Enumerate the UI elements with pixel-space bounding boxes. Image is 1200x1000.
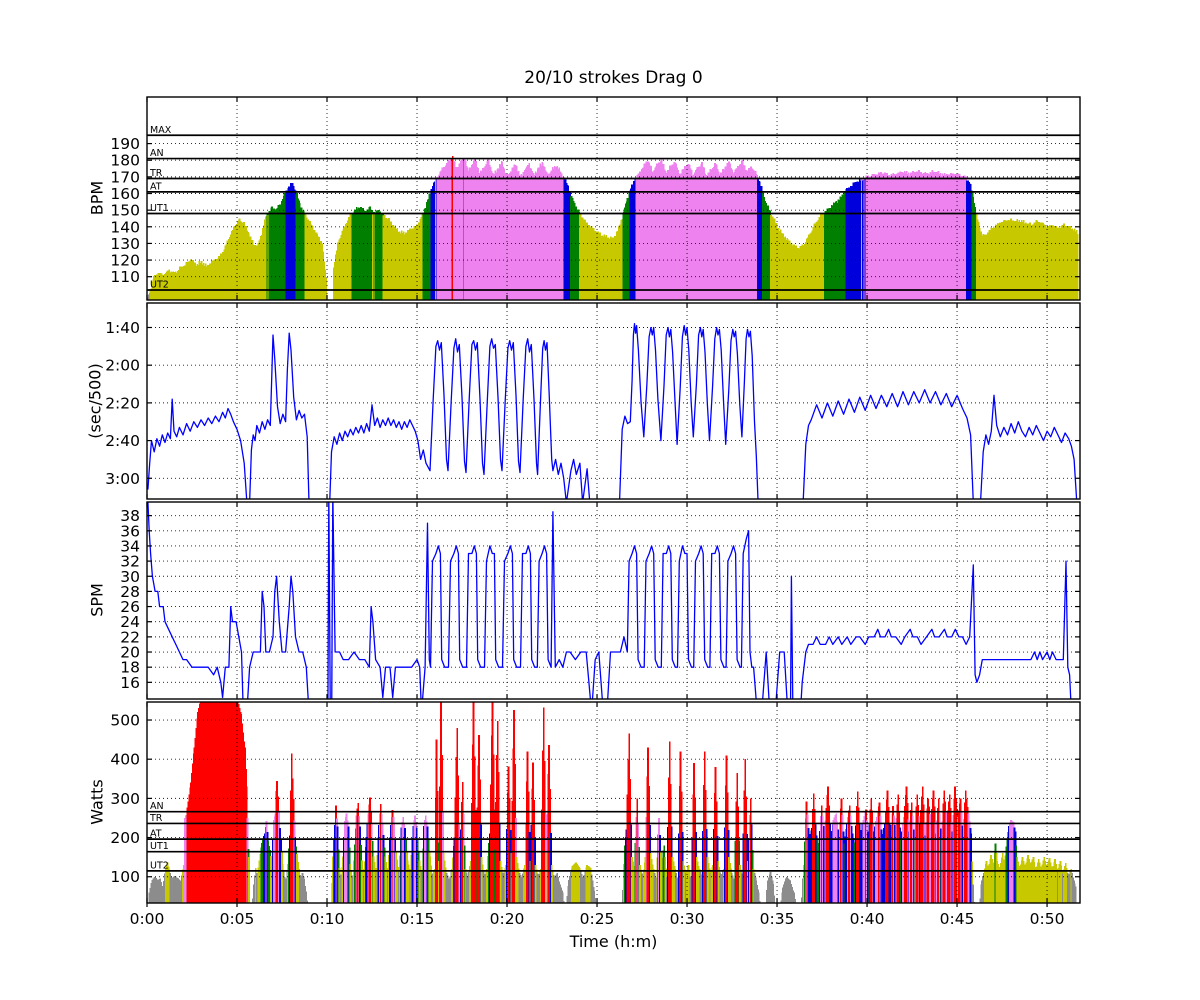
time-axis-label: Time (h:m): [569, 932, 658, 951]
bpm-zone-label-TR: TR: [149, 168, 163, 179]
watts-panel-border: [146, 701, 1081, 904]
spm-ytick-label: 24: [120, 613, 140, 631]
watts-zone-label-AT: AT: [150, 829, 162, 840]
spm-series-line: [147, 502, 1072, 699]
xtick-label: 0:10: [310, 910, 345, 928]
bpm-ytick-label: 190: [110, 135, 140, 153]
watts-ytick-label: 300: [110, 790, 140, 808]
pace-ytick-label: 2:40: [105, 432, 140, 450]
bpm-panel-border: [146, 96, 1081, 301]
xtick-label: 0:50: [1030, 910, 1065, 928]
bpm-zone-label-MAX: MAX: [150, 125, 172, 136]
spm-ytick-label: 28: [120, 583, 140, 601]
spm-ytick-label: 32: [120, 553, 140, 571]
pace-ytick-label: 2:00: [105, 357, 140, 375]
watts-grid: [147, 702, 1080, 903]
watts-zone-label-TR: TR: [149, 813, 163, 824]
pace-panel: 1:40 2:00 2:20 2:40 3:00: [105, 302, 1081, 500]
time-axis-ticks: 0:00 0:05 0:10 0:15 0:20 0:25 0:30 0:35 0:40 0:45…: [130, 903, 1065, 928]
watts-zone-label-UT1: UT1: [150, 841, 169, 852]
xtick-label: 0:05: [220, 910, 255, 928]
xtick-label: 0:25: [580, 910, 615, 928]
xtick-label: 0:40: [850, 910, 885, 928]
watts-ytick-label: 200: [110, 829, 140, 847]
bpm-ytick-label: 140: [110, 218, 140, 236]
spm-ytick-label: 38: [120, 507, 140, 525]
spm-ytick-label: 34: [120, 537, 140, 555]
spm-ytick-label: 20: [120, 644, 140, 662]
watts-zone-label-UT2: UT2: [150, 860, 169, 871]
bpm-zone-label-UT2: UT2: [150, 280, 169, 291]
bpm-zone-label-AT: AT: [150, 181, 162, 192]
spm-ytick-label: 36: [120, 522, 140, 540]
spm-panel-border: [146, 501, 1081, 700]
xtick-label: 0:20: [490, 910, 525, 928]
bpm-ytick-label: 160: [110, 185, 140, 203]
bpm-ytick-label: 120: [110, 252, 140, 270]
watts-ytick-label: 500: [110, 712, 140, 730]
pace-ytick-label: 3:00: [105, 470, 140, 488]
bpm-ytick-label: 130: [110, 235, 140, 253]
bpm-ytick-label: 170: [110, 168, 140, 186]
pace-ytick-label: 1:40: [105, 319, 140, 337]
xtick-label: 0:30: [670, 910, 705, 928]
spm-ytick-label: 30: [120, 568, 140, 586]
pace-ytick-label: 2:20: [105, 394, 140, 412]
pace-series-line: [147, 323, 1078, 499]
spm-grid: [147, 502, 1080, 699]
spm-ytick-label: 22: [120, 628, 140, 646]
bpm-ytick-label: 180: [110, 152, 140, 170]
xtick-label: 0:00: [130, 910, 165, 928]
bpm-zone-label-AN: AN: [150, 148, 164, 159]
chart-title: 20/10 strokes Drag 0: [524, 68, 703, 88]
xtick-label: 0:35: [760, 910, 795, 928]
bpm-ytick-label: 110: [110, 268, 140, 286]
bpm-zone-area: [147, 155, 1079, 300]
pace-panel-border: [146, 302, 1081, 500]
watts-zone-label-AN: AN: [150, 801, 164, 812]
xtick-label: 0:15: [400, 910, 435, 928]
watts-ytick-label: 100: [110, 868, 140, 886]
xtick-label: 0:45: [940, 910, 975, 928]
watts-zone-area: [148, 702, 1077, 903]
bpm-zone-label-UT1: UT1: [150, 203, 169, 214]
spm-ytick-label: 18: [120, 659, 140, 677]
spm-ytick-label: 26: [120, 598, 140, 616]
spm-ytick-label: 16: [120, 674, 140, 692]
bpm-panel: MAX AN TR AT UT1 UT2 1101201301401501601701801…: [110, 96, 1081, 301]
bpm-ytick-label: 150: [110, 202, 140, 220]
watts-ytick-label: 400: [110, 751, 140, 769]
